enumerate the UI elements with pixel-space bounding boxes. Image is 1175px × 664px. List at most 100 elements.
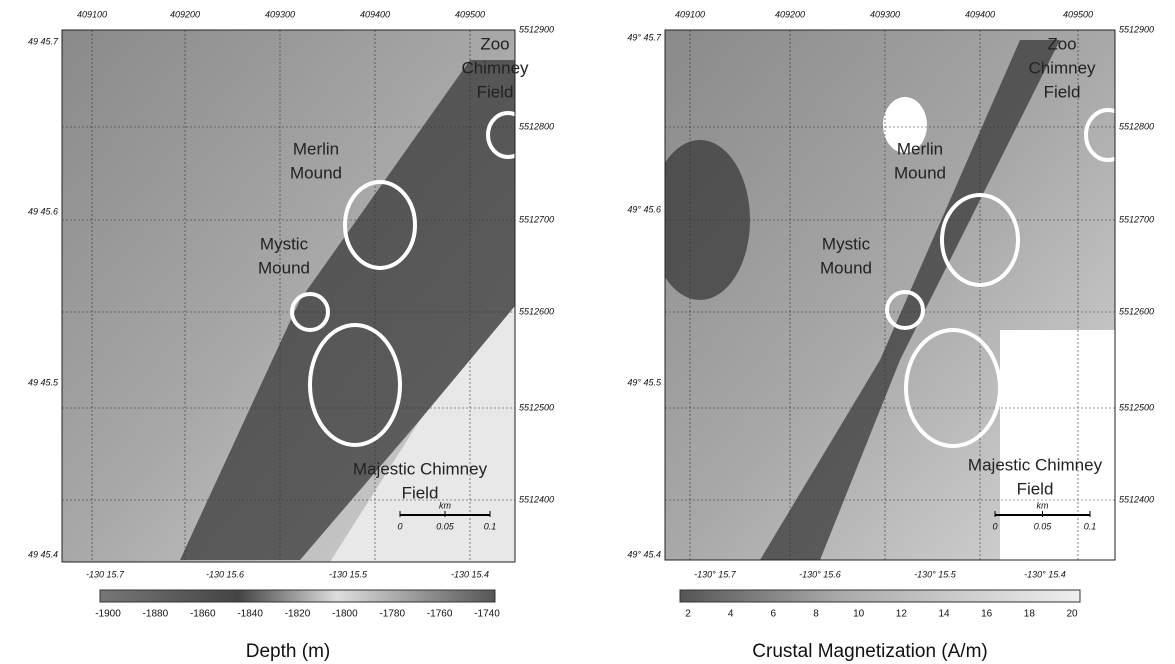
easting-label: 409200 bbox=[775, 9, 805, 19]
colorbar-label: 14 bbox=[938, 609, 950, 620]
caption: Crustal Magnetization (A/m) bbox=[752, 641, 987, 662]
scale-unit: km bbox=[1037, 500, 1050, 510]
map-image bbox=[665, 30, 1115, 560]
scale-label: 0.1 bbox=[1084, 521, 1097, 531]
latitude-label: 49 45.5 bbox=[28, 377, 59, 387]
site-label: Chimney bbox=[1028, 58, 1096, 77]
scale-label: 0.1 bbox=[484, 521, 497, 531]
colorbar-label: -1780 bbox=[379, 609, 405, 620]
scale-label: 0 bbox=[992, 521, 997, 531]
site-circle bbox=[904, 328, 1002, 448]
easting-label: 409300 bbox=[265, 9, 295, 19]
colorbar-label: 12 bbox=[896, 609, 908, 620]
northing-label: 5512900 bbox=[1119, 24, 1154, 34]
colorbar-label: 18 bbox=[1024, 609, 1036, 620]
colorbar bbox=[99, 589, 496, 603]
map-image bbox=[62, 30, 515, 562]
site-label: Mystic bbox=[822, 234, 871, 253]
northing-label: 5512500 bbox=[1119, 402, 1154, 412]
colorbar-label: 20 bbox=[1066, 609, 1078, 620]
site-label: Zoo bbox=[1047, 34, 1076, 53]
northing-label: 5512800 bbox=[1119, 121, 1154, 131]
northing-label: 5512800 bbox=[519, 121, 554, 131]
easting-label: 409500 bbox=[455, 9, 485, 19]
easting-label: 409200 bbox=[170, 9, 200, 19]
site-label: Field bbox=[1044, 82, 1081, 101]
colorbar-label: -1820 bbox=[285, 609, 311, 620]
easting-label: 409100 bbox=[675, 9, 705, 19]
magnetic-low bbox=[665, 140, 750, 300]
colorbar bbox=[679, 589, 1081, 603]
longitude-label: -130 15.5 bbox=[329, 569, 368, 579]
northing-label: 5512400 bbox=[519, 494, 554, 504]
site-circle bbox=[885, 290, 925, 330]
colorbar-label: -1800 bbox=[332, 609, 358, 620]
site-circle bbox=[486, 111, 515, 159]
longitude-label: -130° 15.4 bbox=[1024, 569, 1066, 579]
northing-label: 5512900 bbox=[519, 24, 554, 34]
colorbar-label: -1860 bbox=[190, 609, 216, 620]
easting-label: 409400 bbox=[360, 9, 390, 19]
latitude-label: 49 45.7 bbox=[28, 36, 59, 46]
colorbar-label: 8 bbox=[813, 609, 819, 620]
site-label: Mound bbox=[258, 258, 310, 277]
easting-label: 409400 bbox=[965, 9, 995, 19]
longitude-label: -130° 15.7 bbox=[694, 569, 737, 579]
latitude-label: 49° 45.6 bbox=[627, 204, 661, 214]
colorbar-label: -1740 bbox=[474, 609, 500, 620]
northing-label: 5512700 bbox=[1119, 214, 1154, 224]
site-circle bbox=[308, 323, 402, 447]
scale-unit: km bbox=[439, 500, 452, 510]
site-label: Mystic bbox=[260, 234, 309, 253]
colorbar-label: 6 bbox=[771, 609, 777, 620]
map-frame bbox=[664, 29, 1116, 561]
latitude-label: 49° 45.4 bbox=[627, 549, 661, 559]
site-label: Chimney bbox=[461, 58, 529, 77]
site-label: Field bbox=[1017, 479, 1054, 498]
caption: Depth (m) bbox=[246, 641, 330, 662]
longitude-label: -130 15.6 bbox=[206, 569, 244, 579]
site-label: Merlin bbox=[293, 139, 339, 158]
site-label: Mound bbox=[894, 163, 946, 182]
northing-label: 5512600 bbox=[1119, 306, 1154, 316]
magnetic-high bbox=[883, 97, 927, 153]
easting-label: 409300 bbox=[870, 9, 900, 19]
colorbar-label: 16 bbox=[981, 609, 993, 620]
site-circle bbox=[940, 193, 1020, 287]
latitude-label: 49 45.6 bbox=[28, 206, 58, 216]
latitude-label: 49° 45.7 bbox=[627, 32, 662, 42]
scale-label: 0.05 bbox=[436, 521, 455, 531]
ridge-band bbox=[760, 40, 1060, 560]
scale-label: 0 bbox=[397, 521, 402, 531]
northing-label: 5512600 bbox=[519, 306, 554, 316]
longitude-label: -130 15.4 bbox=[451, 569, 489, 579]
no-data-area bbox=[330, 306, 515, 562]
longitude-label: -130 15.7 bbox=[86, 569, 125, 579]
colorbar-label: 10 bbox=[853, 609, 865, 620]
colorbar-label: -1840 bbox=[237, 609, 263, 620]
site-circle bbox=[1084, 108, 1115, 162]
site-label: Majestic Chimney bbox=[353, 459, 488, 478]
site-circle bbox=[343, 180, 417, 270]
site-label: Zoo bbox=[480, 34, 509, 53]
longitude-label: -130° 15.5 bbox=[914, 569, 957, 579]
northing-label: 5512400 bbox=[1119, 494, 1154, 504]
colorbar-label: -1880 bbox=[143, 609, 169, 620]
site-label: Majestic Chimney bbox=[968, 455, 1103, 474]
northing-label: 5512700 bbox=[519, 214, 554, 224]
scale-label: 0.05 bbox=[1034, 521, 1053, 531]
site-circle bbox=[290, 292, 330, 332]
site-label: Field bbox=[477, 82, 514, 101]
site-label: Mound bbox=[290, 163, 342, 182]
colorbar-label: -1760 bbox=[427, 609, 453, 620]
map-panel: 409100 409200 409300 409400 409500 5512900 551… bbox=[28, 9, 554, 662]
map-frame bbox=[61, 29, 516, 563]
easting-label: 409100 bbox=[77, 9, 107, 19]
colorbar-label: 4 bbox=[728, 609, 734, 620]
map-panel: 409100 409200 409300 409400 409500 5512900 551… bbox=[627, 9, 1154, 662]
colorbar-label: -1900 bbox=[95, 609, 121, 620]
colorbar-label: 2 bbox=[685, 609, 691, 620]
site-label: Field bbox=[402, 483, 439, 502]
easting-label: 409500 bbox=[1063, 9, 1093, 19]
